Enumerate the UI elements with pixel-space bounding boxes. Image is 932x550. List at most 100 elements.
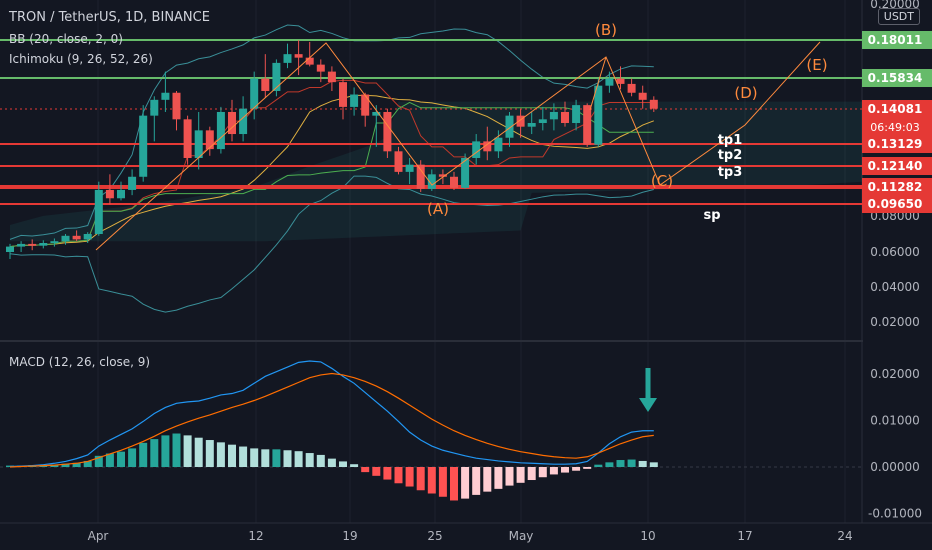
macd-histogram-bar <box>505 467 514 486</box>
countdown-tag <box>862 118 932 135</box>
macd-axis-tick: 0.00000 <box>870 460 920 474</box>
axis-bg <box>863 0 932 523</box>
macd-axis-tick: -0.01000 <box>868 507 922 521</box>
macd-histogram-bar <box>405 467 414 487</box>
candle-body <box>649 99 658 109</box>
bollinger-bands <box>9 24 654 313</box>
macd-histogram-bar <box>316 454 325 467</box>
candle-body <box>139 115 148 177</box>
price-level-tag-text: 0.14081 <box>868 102 923 116</box>
macd-histogram-bar <box>150 439 159 467</box>
candle-body <box>117 189 125 199</box>
macd-pane[interactable] <box>0 360 862 501</box>
price-axis-tick: 0.06000 <box>870 245 920 259</box>
currency-badge[interactable]: USDT <box>877 8 920 25</box>
candle-body <box>361 94 370 116</box>
candle-body <box>594 85 603 145</box>
time-axis-tick: 10 <box>640 529 655 543</box>
wave-label-tp2: tp2 <box>718 148 743 163</box>
price-axis[interactable]: 0.200000.080000.060000.040000.020000.180… <box>862 0 932 523</box>
wave-label-B: (B) <box>595 21 617 39</box>
candle-body <box>516 115 525 127</box>
bollinger-legend[interactable]: BB (20, close, 2, 0) <box>9 32 123 46</box>
candle-body <box>161 92 170 100</box>
time-axis-tick: 19 <box>342 529 357 543</box>
macd-histogram-bar <box>283 450 292 467</box>
ichimoku-cloud <box>10 101 865 242</box>
price-level-tag-text: 0.15834 <box>868 71 923 85</box>
bb-upper <box>9 24 654 240</box>
candle-body <box>261 78 270 91</box>
ichimoku-legend[interactable]: Ichimoku (9, 26, 52, 26) <box>9 52 153 66</box>
price-axis-tick: 0.20000 <box>870 0 920 11</box>
price-level-tag <box>862 178 932 196</box>
price-level-tag-text: 0.11282 <box>868 180 923 194</box>
macd-histogram-bar <box>549 467 558 475</box>
macd-histogram-bar <box>450 467 458 501</box>
candle-body <box>461 157 470 188</box>
macd-histogram-bar <box>494 467 503 489</box>
candlesticks[interactable] <box>6 40 658 259</box>
macd-histogram-bar <box>228 444 236 467</box>
candle-body <box>438 174 447 177</box>
candle-body <box>605 78 614 86</box>
price-level-tag <box>862 31 932 49</box>
macd-axis-tick: 0.02000 <box>870 367 920 381</box>
candle-body <box>194 130 203 158</box>
price-axis-tick: 0.04000 <box>870 280 920 294</box>
macd-histogram-bar <box>128 448 137 467</box>
macd-histogram-bar <box>583 467 592 469</box>
candle-body <box>372 111 381 116</box>
macd-histogram-bar <box>117 451 125 467</box>
macd-histogram-bar <box>261 449 270 467</box>
macd-histogram-bar <box>50 464 59 467</box>
time-axis-tick: 24 <box>837 529 852 543</box>
candle-body <box>561 111 569 124</box>
macd-histogram-bar <box>627 459 636 467</box>
price-level-tag-text: 0.09650 <box>868 197 923 211</box>
macd-histogram-bar <box>605 462 614 467</box>
candle-body <box>305 57 314 65</box>
bb-basis <box>9 94 654 248</box>
time-axis-tick: 12 <box>248 529 263 543</box>
wave-label-D: (D) <box>734 84 757 102</box>
down-arrow-head-icon <box>639 398 657 412</box>
candle-body <box>638 92 647 100</box>
candle-body <box>61 235 70 242</box>
macd-histogram-bar <box>327 458 336 467</box>
candle-body <box>128 176 137 190</box>
price-level-tag <box>862 135 932 153</box>
macd-histogram-bar <box>183 435 192 467</box>
macd-histogram-bar <box>372 467 381 476</box>
macd-histogram-bar <box>350 464 359 467</box>
macd-histogram-bar <box>272 449 281 467</box>
candle-body <box>6 246 14 252</box>
wave-branch <box>589 56 607 111</box>
macd-histogram-bar <box>483 467 492 492</box>
candle-body <box>216 111 225 150</box>
macd-histogram-bar <box>572 467 581 471</box>
wave-label-tp1: tp1 <box>718 133 743 148</box>
candle-body <box>205 130 214 150</box>
candle-body <box>583 105 592 145</box>
price-level-tag-text: 0.13129 <box>868 137 923 151</box>
macd-histogram-bar <box>216 442 225 467</box>
time-axis[interactable]: Apr 12 19 25 May 10 17 24 <box>0 522 932 550</box>
candle-body <box>183 119 192 158</box>
candle-body <box>427 174 436 189</box>
macd-histogram-bar <box>294 451 303 467</box>
candle-body <box>483 141 492 152</box>
candle-body <box>239 108 248 135</box>
candle-body <box>339 82 347 107</box>
candle-body <box>28 243 37 246</box>
price-level-tag <box>862 195 932 213</box>
macd-histogram-bar <box>472 467 481 495</box>
macd-histogram-bar <box>516 467 525 483</box>
macd-legend[interactable]: MACD (12, 26, close, 9) <box>9 355 151 369</box>
candle-body <box>572 105 581 124</box>
macd-histogram-bar <box>638 460 647 467</box>
candle-body <box>283 54 292 63</box>
candle-body <box>350 94 359 107</box>
chart-title[interactable]: TRON / TetherUS, 1D, BINANCE <box>9 10 210 25</box>
